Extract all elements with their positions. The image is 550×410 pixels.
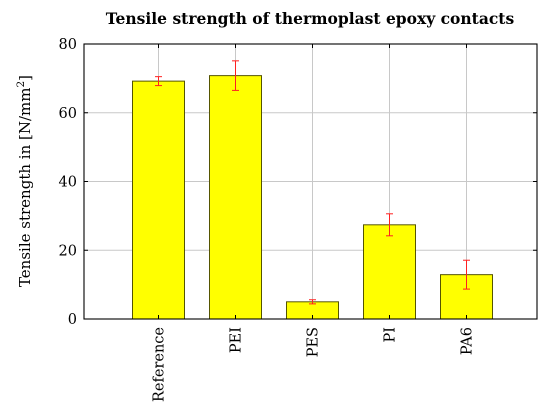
chart-title: Tensile strength of thermoplast epoxy co… xyxy=(106,9,515,28)
x-tick-label-pes: PES xyxy=(306,327,322,357)
y-tick-label: 60 xyxy=(59,106,77,122)
x-axis-ticks: Reference PEI PES PI PA6 xyxy=(152,44,476,402)
bars xyxy=(132,75,493,320)
x-tick-label-pei: PEI xyxy=(229,327,245,353)
x-tick-label-reference: Reference xyxy=(152,327,168,402)
y-axis-ticks: 0 20 40 60 80 xyxy=(59,37,537,328)
error-bar-pes xyxy=(309,299,316,305)
error-bars xyxy=(155,60,470,305)
error-bar-pa6 xyxy=(463,259,470,290)
error-bar-pi xyxy=(386,213,393,237)
y-tick-label: 80 xyxy=(59,37,77,53)
bar-pei xyxy=(209,75,262,320)
y-axis-label-close: ] xyxy=(16,75,34,81)
y-tick-label: 20 xyxy=(59,243,77,259)
y-tick-label: 40 xyxy=(59,175,77,191)
bar-pi xyxy=(363,224,416,320)
error-bar-reference xyxy=(155,76,162,87)
y-axis-label-text: Tensile strength in [N/mm xyxy=(16,88,34,288)
error-bar-pei xyxy=(232,60,239,91)
x-tick-label-pi: PI xyxy=(383,327,399,342)
y-axis-label: Tensile strength in [N/mm2] xyxy=(15,75,34,287)
bar-reference xyxy=(132,80,185,320)
y-axis-label-superscript: 2 xyxy=(15,81,27,88)
x-tick-label-pa6: PA6 xyxy=(460,327,476,355)
y-tick-label: 0 xyxy=(68,312,77,328)
